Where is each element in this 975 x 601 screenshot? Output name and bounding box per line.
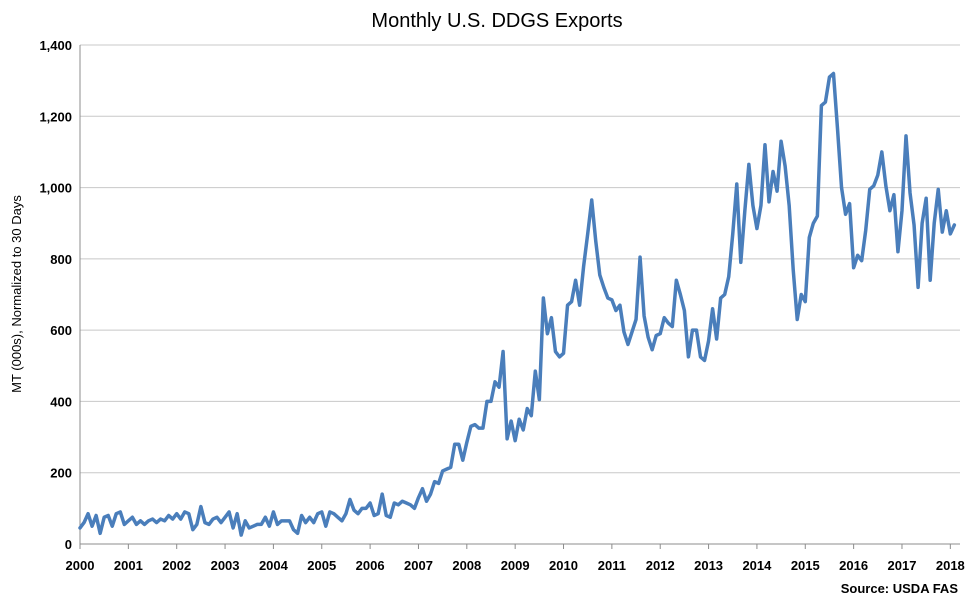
y-tick-label: 1,200 bbox=[39, 109, 72, 124]
y-tick-label: 800 bbox=[50, 252, 72, 267]
y-axis-label: MT (000s), Normalized to 30 Days bbox=[9, 195, 24, 393]
x-tick-label: 2002 bbox=[162, 558, 191, 573]
x-tick-label: 2013 bbox=[694, 558, 723, 573]
x-tick-label: 2000 bbox=[66, 558, 95, 573]
x-tick-label: 2018 bbox=[936, 558, 965, 573]
x-tick-label: 2005 bbox=[307, 558, 336, 573]
series-group bbox=[78, 71, 957, 537]
y-axis-ticks: 0 200 400 600 800 1,000 1,200 1,400 bbox=[39, 38, 72, 552]
x-axis-ticks: 2000 2001 2002 2003 2004 2005 2006 2007 2008 2009… bbox=[66, 544, 965, 573]
x-tick-label: 2011 bbox=[598, 558, 626, 573]
y-tick-label: 0 bbox=[65, 537, 72, 552]
x-tick-label: 2007 bbox=[404, 558, 433, 573]
x-tick-label: 2014 bbox=[742, 558, 772, 573]
y-tick-label: 1,400 bbox=[39, 38, 72, 53]
series-line bbox=[78, 71, 957, 537]
x-tick-label: 2008 bbox=[452, 558, 481, 573]
y-tick-label: 1,000 bbox=[39, 181, 72, 196]
y-tick-label: 400 bbox=[50, 394, 72, 409]
x-tick-label: 2006 bbox=[356, 558, 385, 573]
y-tick-label: 200 bbox=[50, 466, 72, 481]
x-tick-label: 2009 bbox=[501, 558, 530, 573]
source-note: Source: USDA FAS bbox=[841, 581, 959, 596]
x-tick-label: 2004 bbox=[259, 558, 289, 573]
x-tick-label: 2003 bbox=[211, 558, 240, 573]
x-tick-label: 2015 bbox=[791, 558, 820, 573]
gridlines bbox=[80, 44, 960, 474]
x-tick-label: 2016 bbox=[839, 558, 868, 573]
y-tick-label: 600 bbox=[50, 323, 72, 338]
x-tick-label: 2012 bbox=[646, 558, 675, 573]
chart-title: Monthly U.S. DDGS Exports bbox=[371, 10, 622, 32]
x-tick-label: 2010 bbox=[549, 558, 578, 573]
x-tick-label: 2017 bbox=[888, 558, 917, 573]
x-tick-label: 2001 bbox=[114, 558, 143, 573]
